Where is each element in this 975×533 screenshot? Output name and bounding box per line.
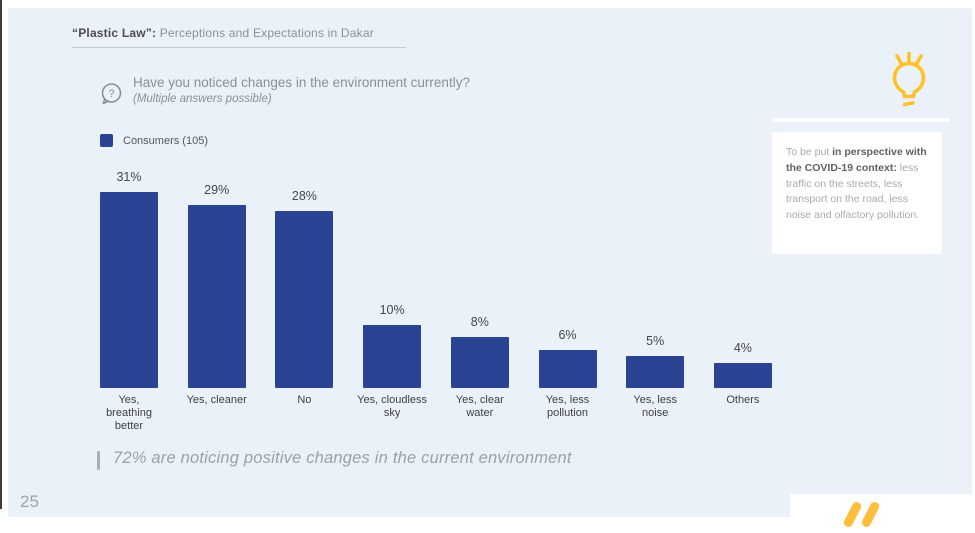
bar [538, 350, 597, 388]
callout-divider [772, 118, 950, 122]
corner-white-shape [790, 494, 975, 533]
question-text: Have you noticed changes in the environm… [133, 75, 470, 90]
bar-category-label: Yes, less pollution [545, 394, 590, 420]
bar [187, 205, 246, 388]
window-left-edge [0, 0, 2, 509]
bar-category-label: Yes, cloudless sky [357, 394, 428, 420]
callout-text-bold: in perspective with the COVID-19 context… [786, 146, 927, 174]
callout-text-suffix: less traffic on the streets, less transp… [786, 161, 920, 221]
bar [713, 363, 772, 388]
takeaway-accent-bar [97, 451, 100, 470]
question-block: Have you noticed changes in the environm… [133, 75, 470, 105]
bar-category-label: Yes, clear water [455, 394, 504, 420]
bar-category-label: Yes, cleaner [186, 394, 247, 406]
page-number: 25 [20, 492, 39, 511]
bar-value-label: 28% [291, 189, 317, 203]
bar-value-label: 29% [204, 183, 230, 197]
slide: “Plastic Law”: Perceptions and Expectati… [8, 8, 972, 517]
bar-category-label: No [297, 394, 312, 406]
svg-text:?: ? [108, 88, 114, 100]
bar-category-label: Others [726, 394, 760, 406]
chart-legend: Consumers (105) [100, 134, 208, 147]
header-underline [72, 47, 406, 48]
bar-value-label: 4% [733, 341, 752, 355]
bar-category-label: Yes, breathing better [106, 394, 152, 433]
bar-value-label: 31% [116, 170, 142, 184]
bar [100, 192, 158, 388]
legend-label: Consumers (105) [123, 134, 208, 147]
callout-box: To be put in perspective with the COVID-… [772, 132, 942, 254]
header-title-bold: “Plastic Law”: [72, 26, 157, 40]
callout-text-prefix: To be put [786, 146, 833, 158]
takeaway-text: 72% are noticing positive changes in the… [113, 449, 572, 467]
bar [626, 356, 685, 388]
bar-category-label: Yes, less noise [633, 394, 677, 420]
legend-swatch [100, 134, 113, 147]
lightbulb-icon [892, 52, 926, 107]
bar [363, 325, 422, 388]
bar [275, 211, 334, 388]
bar-value-label: 6% [558, 328, 577, 342]
bar-value-label: 5% [646, 334, 665, 348]
slide-header: “Plastic Law”: Perceptions and Expectati… [72, 26, 374, 40]
header-title-rest: Perceptions and Expectations in Dakar [156, 26, 374, 40]
question-subtext: (Multiple answers possible) [133, 93, 272, 105]
bar-chart: 31% Yes, breathing better 29% Yes, cleaner 2… [8, 8, 972, 517]
bar [450, 337, 509, 388]
question-bubble-icon: ? [101, 83, 122, 105]
bar-value-label: 10% [379, 303, 405, 317]
bar-value-label: 8% [470, 315, 489, 329]
